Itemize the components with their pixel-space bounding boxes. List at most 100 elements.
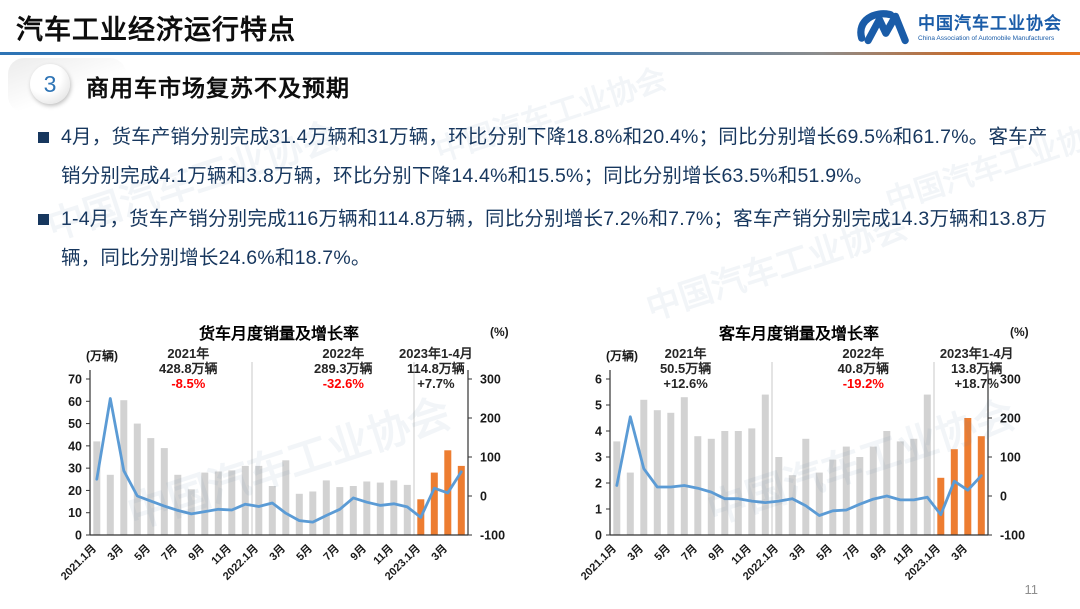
section-number-badge: 3	[30, 64, 70, 104]
bar	[937, 477, 945, 535]
svg-text:5: 5	[595, 399, 602, 413]
bar	[923, 394, 931, 535]
svg-text:5月: 5月	[294, 542, 315, 563]
year-annotations: 2021年 50.5万辆+12.6%2022年 40.8万辆-19.2%2023年1…	[660, 346, 1014, 391]
bar	[964, 418, 972, 535]
chart-title: 货车月度销量及增长率	[199, 324, 359, 343]
bar	[802, 438, 810, 535]
bar	[160, 448, 168, 535]
bar	[667, 412, 675, 535]
bar	[147, 438, 155, 535]
bar	[214, 471, 222, 535]
svg-text:0: 0	[595, 529, 602, 543]
right-axis-unit: (%)	[1010, 325, 1029, 339]
svg-text:3月: 3月	[787, 542, 808, 563]
bar	[734, 431, 742, 535]
svg-text:100: 100	[480, 451, 501, 465]
caam-logo: 中国汽车工业协会 China Association of Automobile…	[852, 7, 1062, 50]
right-axis-unit: (%)	[490, 325, 509, 339]
bar	[457, 465, 465, 535]
svg-text:10: 10	[68, 506, 82, 520]
svg-text:30: 30	[68, 462, 82, 476]
bar	[133, 423, 141, 535]
bar	[748, 428, 756, 535]
bar	[430, 472, 438, 535]
logo-name-en: China Association of Automobile Manufact…	[918, 35, 1055, 43]
year-annotations: 2021年 428.8万辆-8.5% 2022年 289.3万辆-32.6% 2023年…	[159, 346, 473, 391]
svg-text:3月: 3月	[429, 542, 450, 563]
svg-text:6: 6	[595, 373, 602, 387]
bar	[309, 491, 317, 535]
svg-text:2021.1月: 2021.1月	[58, 542, 99, 583]
bar	[322, 480, 330, 535]
header-divider	[0, 52, 1080, 55]
svg-text:-100: -100	[480, 529, 505, 543]
svg-text:60: 60	[68, 395, 82, 409]
svg-text:40: 40	[68, 439, 82, 453]
svg-text:0: 0	[75, 529, 82, 543]
bar	[241, 465, 249, 535]
sales-bars	[93, 400, 465, 535]
bar	[187, 489, 195, 535]
svg-text:20: 20	[68, 484, 82, 498]
bar	[910, 438, 918, 535]
svg-text:7月: 7月	[679, 542, 700, 563]
bar	[761, 394, 769, 535]
bus-monthly-sales-chart: 0 1 2 3 4 5 6 -100 0 100 200 300 2021.1月 3月 5月 7月 9月 11月 2…	[548, 322, 1053, 604]
bullet-square-icon	[38, 132, 49, 143]
growth-rate-line	[615, 415, 983, 517]
bar	[829, 459, 837, 535]
svg-text:50: 50	[68, 417, 82, 431]
svg-text:7月: 7月	[321, 542, 342, 563]
bar	[707, 438, 715, 535]
bar	[255, 465, 263, 535]
bar	[788, 475, 796, 535]
bullet-item: 1-4月，货车产销分别完成116万辆和114.8万辆，同比分别增长7.2%和7.…	[38, 200, 1050, 278]
svg-text:11月: 11月	[729, 542, 754, 567]
page-number: 11	[1024, 582, 1039, 597]
bar	[653, 410, 661, 535]
svg-text:3月: 3月	[949, 542, 970, 563]
bullet-text: 1-4月，货车产销分别完成116万辆和114.8万辆，同比分别增长7.2%和7.…	[61, 208, 1048, 269]
bar	[268, 486, 276, 535]
growth-rate-line	[95, 397, 463, 524]
svg-text:2: 2	[595, 477, 602, 491]
bar	[896, 441, 904, 535]
page-title: 汽车工业经济运行特点	[16, 15, 296, 45]
svg-text:11月: 11月	[891, 542, 916, 567]
truck-monthly-sales-chart: 0 10 20 30 40 50 60 70 -100 0 100 200 300 2021.1月 3月 5月…	[28, 322, 533, 604]
svg-text:1: 1	[595, 503, 602, 517]
svg-text:5月: 5月	[132, 542, 153, 563]
svg-text:70: 70	[68, 373, 82, 387]
bar	[856, 457, 864, 535]
bar	[842, 446, 850, 535]
bar	[775, 457, 783, 535]
bar	[390, 480, 398, 535]
chart-title: 客车月度销量及增长率	[719, 324, 879, 343]
svg-text:5月: 5月	[814, 542, 835, 563]
svg-text:3月: 3月	[625, 542, 646, 563]
svg-text:3月: 3月	[267, 542, 288, 563]
bar	[694, 436, 702, 535]
svg-text:9月: 9月	[868, 542, 889, 563]
svg-text:9月: 9月	[348, 542, 369, 563]
svg-text:-100: -100	[1000, 529, 1025, 543]
svg-text:2021.1月: 2021.1月	[578, 542, 619, 583]
left-axis-unit: (万辆)	[606, 348, 638, 363]
bar	[869, 446, 877, 535]
bar	[363, 481, 371, 535]
bar	[201, 472, 209, 535]
svg-text:3月: 3月	[105, 542, 126, 563]
bar	[174, 474, 182, 535]
bar	[336, 487, 344, 535]
bullet-list: 4月，货车产销分别完成31.4万辆和31万辆，环比分别下降18.8%和20.4%…	[38, 118, 1050, 282]
bullet-item: 4月，货车产销分别完成31.4万辆和31万辆，环比分别下降18.8%和20.4%…	[38, 118, 1050, 196]
svg-text:0: 0	[1000, 490, 1007, 504]
bar	[349, 486, 357, 535]
caam-logo-icon	[852, 7, 910, 50]
